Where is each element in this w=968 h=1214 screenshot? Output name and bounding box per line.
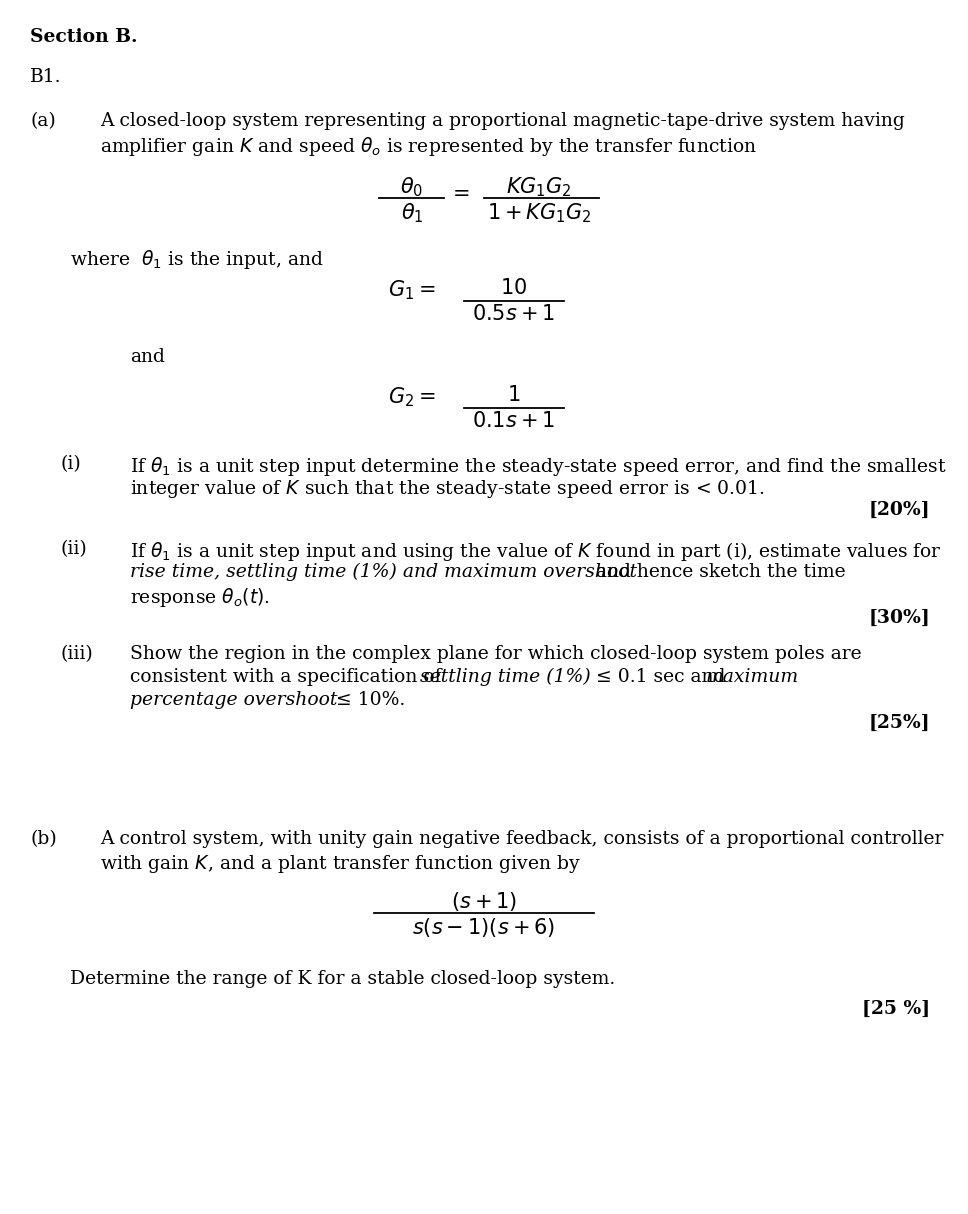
Text: $KG_1G_2$: $KG_1G_2$ (506, 175, 572, 199)
Text: and hence sketch the time: and hence sketch the time (590, 563, 846, 582)
Text: (i): (i) (60, 455, 80, 473)
Text: ≤ 10%.: ≤ 10%. (330, 691, 406, 709)
Text: (iii): (iii) (60, 645, 93, 663)
Text: consistent with a specification of: consistent with a specification of (130, 668, 447, 686)
Text: with gain $K$, and a plant transfer function given by: with gain $K$, and a plant transfer func… (100, 853, 581, 875)
Text: and: and (130, 348, 165, 365)
Text: $\theta_0$: $\theta_0$ (401, 175, 424, 199)
Text: If $\theta_1$ is a unit step input determine the steady-state speed error, and f: If $\theta_1$ is a unit step input deter… (130, 455, 947, 478)
Text: (a): (a) (30, 112, 56, 130)
Text: $10$: $10$ (500, 278, 528, 297)
Text: $(s + 1)$: $(s + 1)$ (451, 890, 517, 913)
Text: [25%]: [25%] (868, 714, 930, 732)
Text: B1.: B1. (30, 68, 62, 86)
Text: percentage overshoot: percentage overshoot (130, 691, 338, 709)
Text: A control system, with unity gain negative feedback, consists of a proportional : A control system, with unity gain negati… (100, 830, 944, 849)
Text: $G_2 =$: $G_2 =$ (388, 385, 436, 409)
Text: $s(s - 1)(s + 6)$: $s(s - 1)(s + 6)$ (412, 917, 556, 938)
Text: (ii): (ii) (60, 540, 87, 558)
Text: A closed-loop system representing a proportional magnetic-tape-drive system havi: A closed-loop system representing a prop… (100, 112, 905, 130)
Text: response $\theta_o(t)$.: response $\theta_o(t)$. (130, 586, 270, 609)
Text: Show the region in the complex plane for which closed-loop system poles are: Show the region in the complex plane for… (130, 645, 862, 663)
Text: $=$: $=$ (448, 183, 469, 203)
Text: (b): (b) (30, 830, 57, 849)
Text: Section B.: Section B. (30, 28, 137, 46)
Text: maximum: maximum (706, 668, 800, 686)
Text: $\theta_1$: $\theta_1$ (401, 202, 423, 225)
Text: [30%]: [30%] (868, 609, 930, 626)
Text: settling time (1%): settling time (1%) (420, 668, 590, 686)
Text: [25 %]: [25 %] (862, 1000, 930, 1019)
Text: $1 + KG_1G_2$: $1 + KG_1G_2$ (487, 202, 591, 225)
Text: rise time, settling time (1%) and maximum overshoot: rise time, settling time (1%) and maximu… (130, 563, 637, 582)
Text: $1$: $1$ (507, 385, 521, 405)
Text: $0.1s + 1$: $0.1s + 1$ (472, 412, 556, 431)
Text: integer value of $K$ such that the steady-state speed error is < 0.01.: integer value of $K$ such that the stead… (130, 478, 765, 500)
Text: If $\theta_1$ is a unit step input and using the value of $K$ found in part (i),: If $\theta_1$ is a unit step input and u… (130, 540, 942, 563)
Text: where  $\theta_1$ is the input, and: where $\theta_1$ is the input, and (70, 248, 324, 271)
Text: ≤ 0.1 sec and: ≤ 0.1 sec and (584, 668, 732, 686)
Text: $G_1 =$: $G_1 =$ (388, 278, 436, 301)
Text: Determine the range of K for a stable closed-loop system.: Determine the range of K for a stable cl… (70, 970, 616, 988)
Text: amplifier gain $K$ and speed $\theta_o$ is represented by the transfer function: amplifier gain $K$ and speed $\theta_o$ … (100, 135, 757, 158)
Text: [20%]: [20%] (868, 501, 930, 520)
Text: $0.5s + 1$: $0.5s + 1$ (472, 304, 556, 324)
